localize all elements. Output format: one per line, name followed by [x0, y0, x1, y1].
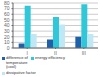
svg-text:20: 20 [8, 34, 10, 40]
svg-text:30: 30 [8, 28, 10, 34]
html-text:dissipative factor: dissipative factor [6, 69, 36, 75]
svg-text:50: 50 [8, 17, 10, 23]
html-text:difference of temperature (coo: difference of temperature (cool) [6, 55, 28, 70]
svg-text:70: 70 [8, 5, 10, 11]
svg-text:0: 0 [8, 45, 10, 51]
svg-text:80: 80 [8, 0, 10, 6]
svg-text:10: 10 [8, 39, 10, 45]
svg-text:I: I [26, 50, 27, 55]
svg-text:60: 60 [8, 11, 10, 17]
html-text:energy efficiency: energy efficiency [35, 55, 65, 60]
svg-text:40: 40 [8, 22, 10, 28]
svg-text:II: II [54, 50, 57, 55]
svg-text:III: III [82, 50, 86, 55]
